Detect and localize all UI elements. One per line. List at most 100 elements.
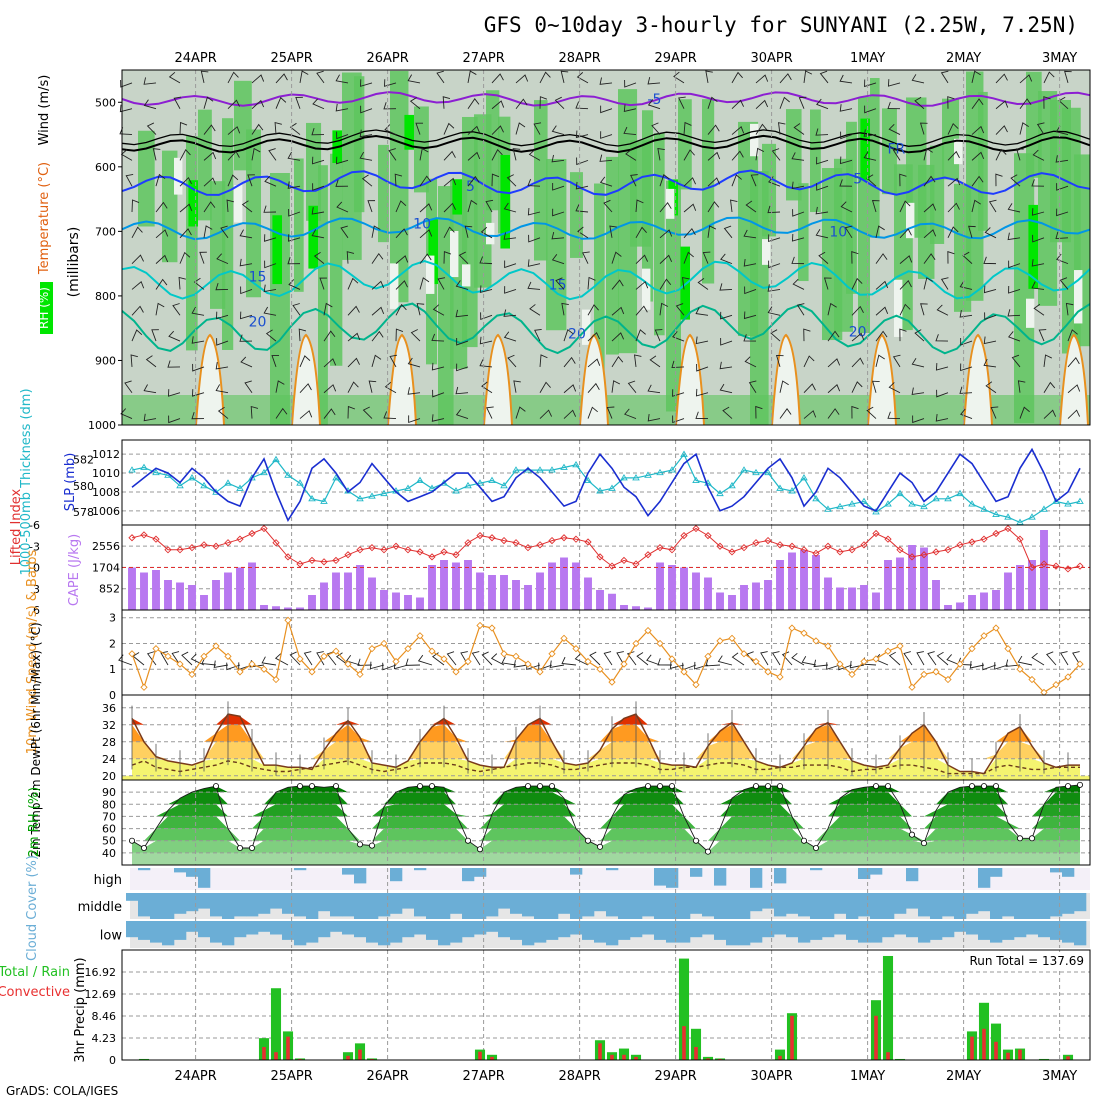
wind-barb xyxy=(528,234,541,243)
precip-total-bar xyxy=(774,1049,786,1060)
rh-fill-band xyxy=(132,852,1080,865)
day-tick-label-bottom: 1MAY xyxy=(850,1069,885,1084)
wind-barb xyxy=(467,175,480,187)
cloud-cover-cell xyxy=(354,893,367,919)
wind-barb xyxy=(971,70,981,84)
wind-barb xyxy=(587,276,596,290)
cloud-cover-cell xyxy=(186,893,199,912)
wind-barb xyxy=(1055,125,1069,135)
wind-barb xyxy=(227,71,239,84)
day-tick-label-bottom: 25APR xyxy=(270,1069,312,1084)
wind-barb xyxy=(336,201,349,213)
isotherm-line xyxy=(121,216,1091,241)
wind-barb xyxy=(419,175,432,187)
wind-barb xyxy=(213,660,229,669)
cloud-cover-cell xyxy=(294,893,307,917)
wind-barb xyxy=(959,280,973,290)
wind-barb xyxy=(920,303,928,316)
temp-tick-label: 20 xyxy=(102,770,116,783)
wind-barb xyxy=(815,228,829,239)
cloud-cover-cell xyxy=(546,893,559,919)
rh-tick-label: 90 xyxy=(102,786,116,799)
wind-barb xyxy=(626,651,637,666)
wind-barb xyxy=(654,329,663,342)
wind-barb xyxy=(892,354,901,368)
cloud-cover-cell xyxy=(894,893,907,914)
thickness-point xyxy=(1040,505,1048,512)
wind-speed-point xyxy=(152,644,160,653)
wind-barb xyxy=(840,201,853,213)
cape-bar xyxy=(632,606,640,610)
wind-barb xyxy=(313,251,325,264)
lifted-index-point xyxy=(944,546,952,554)
wind-speed-point xyxy=(536,668,544,676)
cloud-cover-cell xyxy=(786,921,799,938)
wind-speed-line xyxy=(131,620,1081,694)
lifted-index-point xyxy=(284,553,292,561)
isotherm-label: 15 xyxy=(549,277,567,293)
cape-bar xyxy=(428,565,436,610)
thickness-slp-panel: 578 580 582 1006 1008 1010 1012 1000-500mb Thic… xyxy=(19,388,1091,576)
isotherm-line xyxy=(121,169,1091,196)
wind-barb xyxy=(683,203,697,213)
thickness-point xyxy=(260,468,268,476)
wind-barb xyxy=(791,181,805,190)
wind-speed-point xyxy=(356,670,364,679)
wind-barb xyxy=(599,154,613,162)
cloud-cover-cell xyxy=(906,868,919,882)
wind-barb xyxy=(311,229,325,239)
wind-barb xyxy=(851,332,865,342)
wind-barb xyxy=(1065,302,1074,316)
panel-frame xyxy=(121,779,1091,866)
slp-line xyxy=(131,447,1081,523)
wind-barb xyxy=(124,380,133,393)
thickness-point xyxy=(944,494,952,502)
cape-bar xyxy=(272,606,280,610)
wind-barb xyxy=(203,124,216,135)
cloud-cover-cell xyxy=(810,868,823,871)
rh-point xyxy=(909,831,916,838)
wind-barb xyxy=(371,306,385,316)
thickness-point xyxy=(536,466,544,473)
precip-total-bar xyxy=(690,1028,702,1060)
thickness-point xyxy=(836,502,844,510)
wind-barb xyxy=(561,302,569,316)
wind-speed-point xyxy=(248,660,256,668)
lifted-index-point xyxy=(332,556,340,565)
cape-bar xyxy=(980,592,988,610)
lifted-index-point xyxy=(848,546,856,554)
wind-speed-point xyxy=(1064,673,1072,681)
lifted-index-point xyxy=(224,539,232,547)
wind-barb xyxy=(393,661,409,670)
wind-barb xyxy=(227,174,239,187)
warm-contour xyxy=(291,333,321,426)
wind-barb xyxy=(624,408,637,419)
rh-saturated-band xyxy=(500,154,510,249)
wind-barb xyxy=(247,174,255,187)
wind-barb xyxy=(914,329,925,342)
li-tick-label: 6 xyxy=(33,604,40,617)
wind-barb xyxy=(864,79,877,88)
wind-barb xyxy=(143,413,157,422)
wind-barb xyxy=(839,104,853,112)
cloud-cover-cell xyxy=(1026,921,1039,935)
wind-barb xyxy=(936,651,949,666)
wind-barb xyxy=(239,258,253,267)
wind-barb xyxy=(419,253,432,264)
wind-barb xyxy=(657,658,673,666)
wind-speed-point xyxy=(608,678,616,686)
wind-barb xyxy=(635,305,648,316)
wind-barb xyxy=(288,279,301,290)
cape-bar xyxy=(212,580,220,610)
rh-point xyxy=(428,783,435,790)
wind-barb xyxy=(239,229,253,239)
wind-speed-point xyxy=(1004,644,1012,653)
pressure-tick-label: 900 xyxy=(95,354,116,367)
wind-barb xyxy=(816,98,829,110)
precip-conv-bar xyxy=(286,1036,290,1060)
wind-barb xyxy=(760,651,769,666)
cape-bar xyxy=(332,572,340,610)
wind-barb xyxy=(606,406,615,419)
wind-barb xyxy=(839,74,853,84)
